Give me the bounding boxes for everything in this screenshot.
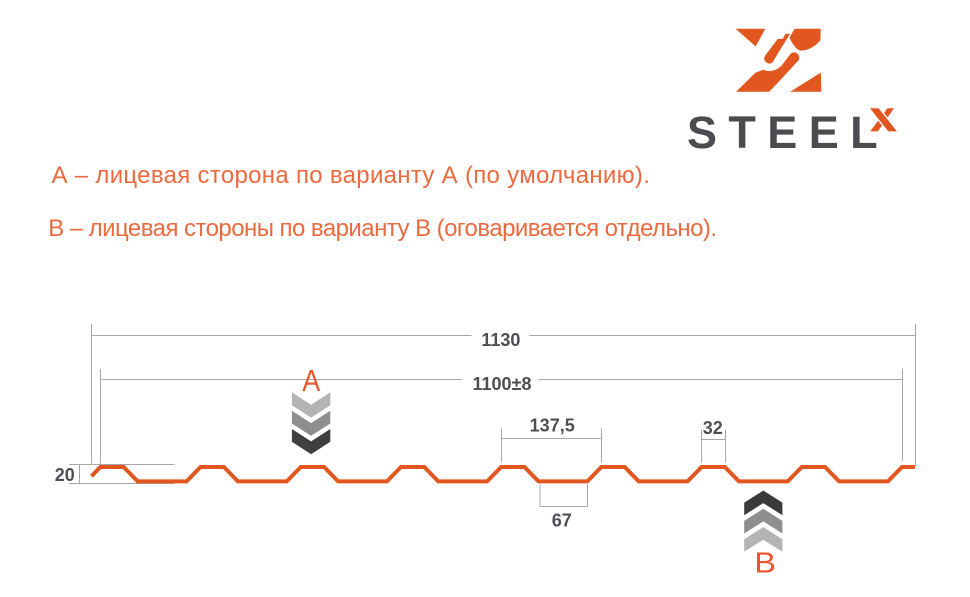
svg-text:STEEL: STEEL: [687, 107, 889, 158]
svg-text:В: В: [754, 548, 776, 580]
svg-text:32: 32: [703, 418, 723, 438]
svg-text:А – лицевая сторона по вариант: А – лицевая сторона по варианту А (по ум…: [52, 162, 651, 189]
svg-text:137,5: 137,5: [530, 416, 575, 436]
svg-text:20: 20: [55, 465, 75, 485]
svg-text:1100±8: 1100±8: [473, 374, 532, 394]
svg-text:А: А: [302, 363, 320, 398]
svg-text:В – лицевая стороны по вариант: В – лицевая стороны по варианту В (огова…: [48, 215, 716, 242]
svg-text:1130: 1130: [481, 330, 520, 350]
svg-text:67: 67: [552, 511, 572, 531]
